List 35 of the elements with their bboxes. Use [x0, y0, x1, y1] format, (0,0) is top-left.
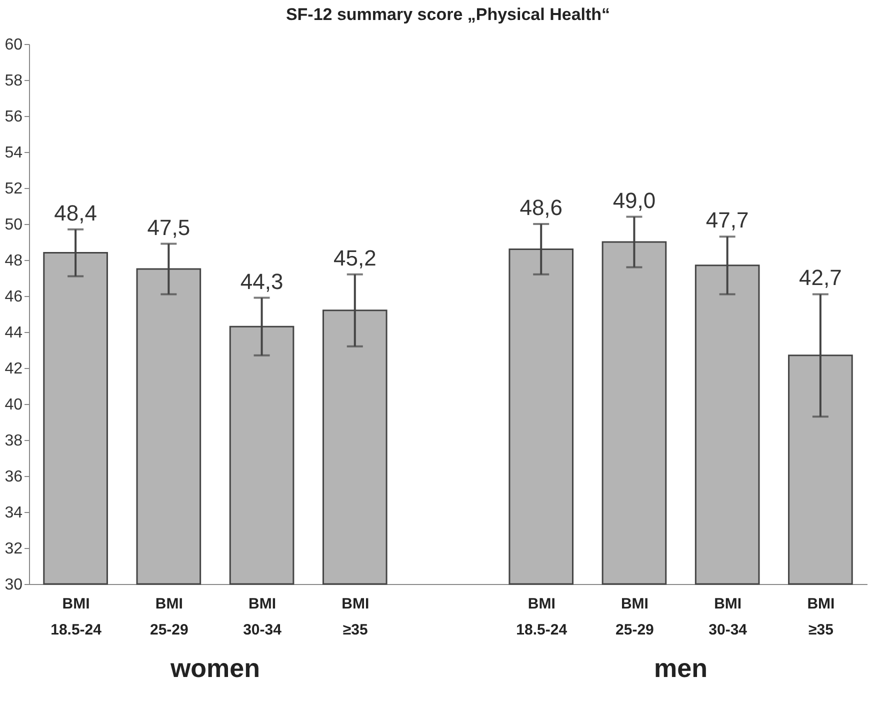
x-tick-label: BMI 18.5-24 [516, 596, 568, 638]
y-tick-label: 54 [4, 144, 23, 162]
data-label: 44,3 [240, 268, 284, 294]
data-label: 42,7 [799, 265, 842, 290]
y-tick-label: 36 [4, 468, 23, 486]
x-tick-label: BMI 25-29 [616, 596, 654, 638]
y-tick-label: 60 [4, 36, 23, 54]
y-tick-label: 38 [4, 432, 23, 450]
data-label: 45,2 [333, 245, 376, 270]
x-tick-label: BMI 30-34 [708, 596, 748, 638]
x-tick-label: BMI 25-29 [150, 596, 188, 638]
x-tick-label: BMI ≥35 [807, 596, 835, 638]
y-tick-label: 52 [4, 180, 23, 198]
y-tick-label: 48 [4, 252, 23, 270]
y-tick-label: 58 [4, 72, 23, 90]
text: men [654, 653, 708, 683]
data-label: 49,0 [612, 188, 656, 213]
x-tick-label: BMI 18.5-24 [50, 596, 102, 638]
x-tick-label: BMI 30-34 [243, 596, 282, 638]
y-tick-label: 30 [4, 576, 23, 594]
chart-title: SF-12 summary score „Physical Health“ [286, 5, 610, 24]
text: women [169, 653, 260, 683]
data-label: 47,7 [706, 208, 749, 233]
x-tick-label: BMI ≥35 [342, 596, 370, 638]
y-tick-label: 42 [4, 360, 23, 378]
data-label: 48,6 [520, 195, 563, 220]
data-label: 47,5 [147, 214, 190, 240]
y-tick-label: 32 [4, 540, 23, 558]
y-tick-label: 56 [4, 108, 23, 126]
y-tick-label: 44 [4, 324, 23, 342]
y-tick-label: 50 [4, 216, 23, 234]
y-tick-label: 34 [4, 504, 23, 522]
y-tick-label: 46 [4, 288, 23, 306]
data-label: 48,4 [54, 200, 97, 226]
y-tick-label: 40 [4, 396, 23, 414]
